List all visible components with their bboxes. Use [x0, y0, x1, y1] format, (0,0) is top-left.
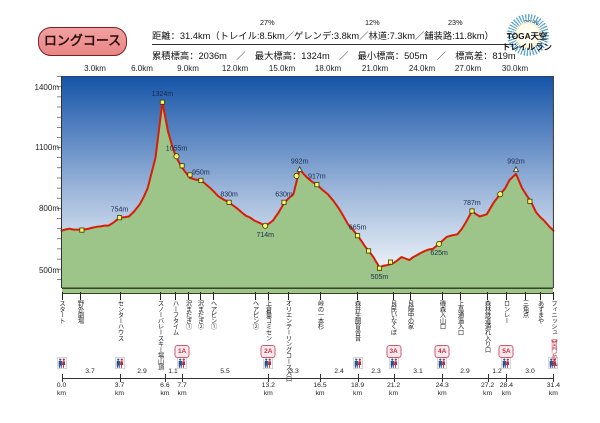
svg-text:992m: 992m [507, 159, 525, 166]
svg-text:625m: 625m [430, 250, 448, 257]
svg-text:917m: 917m [308, 174, 326, 181]
svg-text:1324m: 1324m [152, 91, 174, 98]
svg-text:505m: 505m [371, 274, 389, 281]
svg-text:665m: 665m [349, 225, 367, 232]
svg-text:754m: 754m [111, 207, 129, 214]
svg-text:630m: 630m [275, 191, 293, 198]
svg-text:992m: 992m [291, 159, 309, 166]
svg-text:787m: 787m [463, 200, 481, 207]
svg-text:950m: 950m [192, 169, 210, 176]
svg-text:1055m: 1055m [166, 145, 188, 152]
svg-text:830m: 830m [220, 191, 238, 198]
svg-text:714m: 714m [256, 232, 274, 239]
